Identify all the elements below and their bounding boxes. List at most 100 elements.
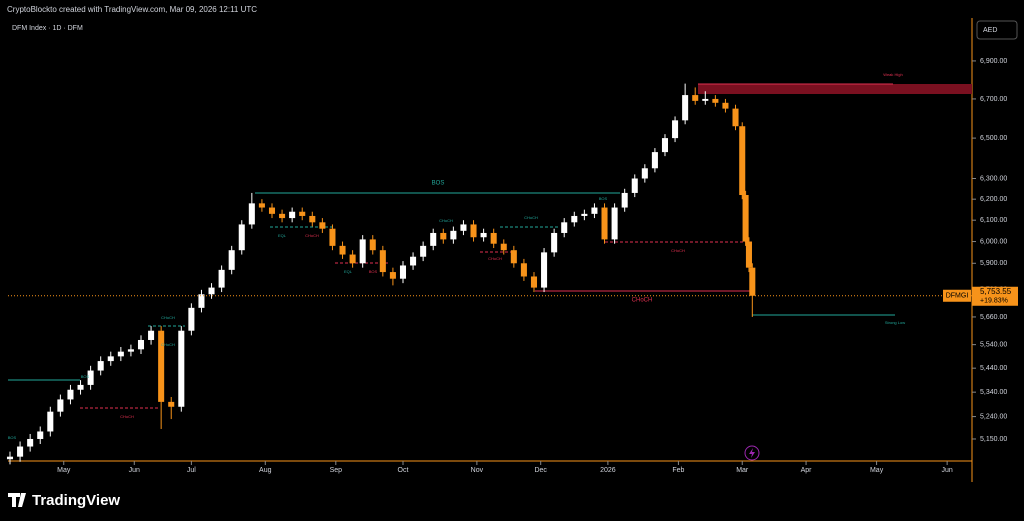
candle-body <box>722 102 729 109</box>
events-icon[interactable] <box>744 445 760 461</box>
y-tick-label: 5,540.00 <box>980 341 1007 348</box>
annotation: BOS <box>8 435 17 440</box>
candle-body <box>631 178 638 193</box>
candle-body <box>258 203 265 208</box>
annotation: Strong Low <box>885 320 905 325</box>
candle-body <box>117 351 124 357</box>
candle-body <box>410 256 417 266</box>
annotation: BOS <box>432 181 445 187</box>
candle-body <box>745 241 752 268</box>
y-tick-label: 5,240.00 <box>980 413 1007 420</box>
candle-body <box>520 263 527 277</box>
candle-body <box>289 211 296 219</box>
candle-body <box>178 330 185 407</box>
x-tick-label: Jun <box>129 467 140 474</box>
candle-body <box>198 294 205 308</box>
ticker-tag <box>943 289 971 302</box>
candle-body <box>299 211 306 216</box>
candle-body <box>6 456 14 460</box>
candle-body <box>510 250 517 264</box>
candle-body <box>702 98 709 101</box>
candle-body <box>359 239 366 264</box>
events-bolt <box>749 448 755 458</box>
candle-body <box>248 203 255 225</box>
x-tick-label: Oct <box>398 467 409 474</box>
candle-body <box>732 108 739 127</box>
candle-body <box>208 287 215 295</box>
candle-body <box>500 243 507 251</box>
candle-body <box>279 213 286 219</box>
annotation: BOS <box>369 269 378 274</box>
y-tick-label: 6,700.00 <box>980 96 1007 103</box>
candle-body <box>581 213 588 216</box>
footer-brand: TradingView <box>32 492 120 509</box>
y-tick-label: 6,000.00 <box>980 238 1007 245</box>
annotation: CHoCH <box>305 233 319 238</box>
y-tick-label: 5,340.00 <box>980 389 1007 396</box>
currency: AED <box>983 27 997 34</box>
y-tick-label: 5,150.00 <box>980 436 1007 443</box>
candle-body <box>470 224 477 238</box>
candle-body <box>739 126 746 196</box>
candle-body <box>188 307 195 331</box>
candle-body <box>661 138 669 153</box>
weak-high-zone <box>698 84 972 94</box>
candle-body <box>651 152 658 169</box>
x-tick-label: Dec <box>534 467 547 474</box>
x-tick-label: Jul <box>187 467 196 474</box>
candle-body <box>682 95 689 121</box>
credit: CryptoBlockto created with TradingView.c… <box>7 5 257 14</box>
annotation: CHoCH <box>439 218 453 223</box>
candle-body <box>319 222 326 229</box>
x-tick-label: May <box>870 467 884 474</box>
x-tick-label: Sep <box>330 467 343 474</box>
candle-body <box>480 232 487 238</box>
candle-body <box>712 98 719 103</box>
x-tick-label: Jun <box>941 467 952 474</box>
candle-body <box>561 222 568 233</box>
candle-body <box>27 438 34 447</box>
annotation: BOS <box>81 374 90 379</box>
candle-body <box>530 276 538 288</box>
y-tick-label: 6,100.00 <box>980 217 1007 224</box>
y-tick-label: 6,200.00 <box>980 196 1007 203</box>
candle-body <box>309 215 316 223</box>
candle-body <box>420 245 427 257</box>
x-tick-label: May <box>57 467 71 474</box>
candle-body <box>551 232 558 253</box>
candle-body <box>329 228 336 246</box>
candle-body <box>749 267 756 296</box>
y-tick-label: 5,440.00 <box>980 365 1007 372</box>
candle-body <box>571 215 578 223</box>
candle-body <box>450 230 457 240</box>
symbol: DFM Index · 1D · DFM <box>12 25 83 32</box>
candle-body <box>228 250 235 270</box>
last-price-label: 5,753.55 <box>980 287 1012 296</box>
annotation: CHoCH <box>120 414 134 419</box>
candle-body <box>67 389 74 400</box>
candle-body <box>490 232 497 244</box>
candle-body <box>238 224 245 251</box>
candle-body <box>742 195 749 242</box>
x-tick-label: Apr <box>801 467 813 474</box>
x-tick-label: Aug <box>259 467 272 474</box>
candle-body <box>168 401 175 407</box>
candle-body <box>37 431 44 439</box>
x-tick-label: Nov <box>471 467 484 474</box>
candle-body <box>541 252 548 288</box>
y-tick-label: 5,660.00 <box>980 314 1007 321</box>
candle-body <box>379 250 386 273</box>
candle-body <box>389 272 396 279</box>
annotation: CHoCH <box>632 298 653 304</box>
candle-body <box>369 239 376 251</box>
annotation: CHoCH <box>161 315 175 320</box>
currency-box[interactable] <box>976 20 1018 40</box>
candle-body <box>97 361 104 371</box>
candle-body <box>339 245 346 255</box>
candle-body <box>47 411 54 432</box>
candle-body <box>158 330 165 402</box>
annotation: CHoCH <box>488 256 502 261</box>
candle-body <box>77 384 84 390</box>
